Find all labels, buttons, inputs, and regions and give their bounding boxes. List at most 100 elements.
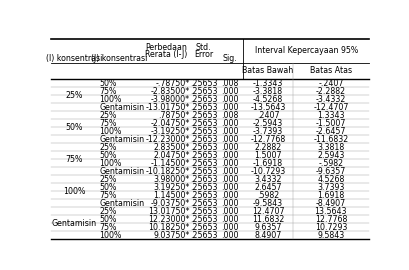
Text: 25%: 25% bbox=[99, 143, 116, 152]
Text: .008: .008 bbox=[221, 79, 238, 88]
Text: -1.6918: -1.6918 bbox=[252, 159, 283, 168]
Text: 50%: 50% bbox=[99, 151, 116, 160]
Text: Gentamisin: Gentamisin bbox=[99, 135, 144, 144]
Text: -3.7393: -3.7393 bbox=[252, 127, 283, 136]
Text: .000: .000 bbox=[221, 135, 238, 144]
Text: 2.2882: 2.2882 bbox=[254, 143, 281, 152]
Text: -1.5007: -1.5007 bbox=[315, 119, 345, 128]
Text: .25653: .25653 bbox=[189, 79, 217, 88]
Text: Gentamisin: Gentamisin bbox=[99, 199, 144, 208]
Text: -13.01750*: -13.01750* bbox=[145, 103, 189, 112]
Text: (I) konsentrasi: (I) konsentrasi bbox=[46, 55, 102, 63]
Text: 2.6457: 2.6457 bbox=[254, 183, 281, 192]
Text: .000: .000 bbox=[221, 207, 238, 216]
Text: -2.83500*: -2.83500* bbox=[150, 87, 189, 96]
Text: .000: .000 bbox=[221, 103, 238, 112]
Text: .000: .000 bbox=[221, 199, 238, 208]
Text: 25%: 25% bbox=[99, 175, 116, 184]
Text: 2.5943: 2.5943 bbox=[317, 151, 344, 160]
Text: -8.4907: -8.4907 bbox=[315, 199, 345, 208]
Text: 50%: 50% bbox=[65, 123, 83, 132]
Text: .25653: .25653 bbox=[189, 95, 217, 104]
Text: .25653: .25653 bbox=[189, 159, 217, 168]
Text: .25653: .25653 bbox=[189, 167, 217, 176]
Text: -11.6832: -11.6832 bbox=[312, 135, 348, 144]
Text: -4.5268: -4.5268 bbox=[252, 95, 283, 104]
Text: .000: .000 bbox=[221, 215, 238, 224]
Text: 25%: 25% bbox=[65, 91, 83, 100]
Text: -1.3343: -1.3343 bbox=[252, 79, 283, 88]
Text: .000: .000 bbox=[221, 119, 238, 128]
Text: 75%: 75% bbox=[99, 191, 116, 200]
Text: 9.03750*: 9.03750* bbox=[153, 231, 189, 240]
Text: .000: .000 bbox=[221, 223, 238, 232]
Text: .25653: .25653 bbox=[189, 191, 217, 200]
Text: .000: .000 bbox=[221, 151, 238, 160]
Text: 1.14500*: 1.14500* bbox=[153, 191, 189, 200]
Text: .25653: .25653 bbox=[189, 175, 217, 184]
Text: -2.2882: -2.2882 bbox=[315, 87, 345, 96]
Text: 25%: 25% bbox=[99, 207, 116, 216]
Text: 9.5843: 9.5843 bbox=[317, 231, 344, 240]
Text: 12.4707: 12.4707 bbox=[251, 207, 284, 216]
Text: -12.23000*: -12.23000* bbox=[145, 135, 189, 144]
Text: 25%: 25% bbox=[99, 111, 116, 120]
Text: 1.6918: 1.6918 bbox=[317, 191, 344, 200]
Text: 50%: 50% bbox=[99, 183, 116, 192]
Text: (J) konsentrasi: (J) konsentrasi bbox=[91, 55, 147, 63]
Text: -10.7293: -10.7293 bbox=[250, 167, 285, 176]
Text: .25653: .25653 bbox=[189, 127, 217, 136]
Text: 8.4907: 8.4907 bbox=[254, 231, 281, 240]
Text: 3.4332: 3.4332 bbox=[254, 175, 281, 184]
Text: 100%: 100% bbox=[99, 95, 121, 104]
Text: 3.19250*: 3.19250* bbox=[153, 183, 189, 192]
Text: .25653: .25653 bbox=[189, 223, 217, 232]
Text: -.5982: -.5982 bbox=[317, 159, 343, 168]
Text: Error: Error bbox=[194, 50, 213, 59]
Text: -3.19250*: -3.19250* bbox=[150, 127, 189, 136]
Text: 100%: 100% bbox=[99, 231, 121, 240]
Text: .25653: .25653 bbox=[189, 119, 217, 128]
Text: Interval Kepercayaan 95%: Interval Kepercayaan 95% bbox=[254, 46, 357, 55]
Text: 75%: 75% bbox=[99, 119, 116, 128]
Text: -3.3818: -3.3818 bbox=[252, 87, 283, 96]
Text: .5982: .5982 bbox=[256, 191, 279, 200]
Text: .000: .000 bbox=[221, 191, 238, 200]
Text: .25653: .25653 bbox=[189, 151, 217, 160]
Text: -12.4707: -12.4707 bbox=[312, 103, 348, 112]
Text: 12.23000*: 12.23000* bbox=[148, 215, 189, 224]
Text: .2407: .2407 bbox=[256, 111, 279, 120]
Text: .25653: .25653 bbox=[189, 199, 217, 208]
Text: 2.83500*: 2.83500* bbox=[153, 143, 189, 152]
Text: .78750*: .78750* bbox=[158, 111, 189, 120]
Text: .000: .000 bbox=[221, 143, 238, 152]
Text: -3.98000*: -3.98000* bbox=[150, 95, 189, 104]
Text: 12.7768: 12.7768 bbox=[314, 215, 346, 224]
Text: 2.04750*: 2.04750* bbox=[153, 151, 189, 160]
Text: .25653: .25653 bbox=[189, 135, 217, 144]
Text: 50%: 50% bbox=[99, 79, 116, 88]
Text: -10.18250*: -10.18250* bbox=[145, 167, 189, 176]
Text: .000: .000 bbox=[221, 159, 238, 168]
Text: .008: .008 bbox=[221, 111, 238, 120]
Text: Perbedaan: Perbedaan bbox=[145, 43, 187, 52]
Text: -1.14500*: -1.14500* bbox=[150, 159, 189, 168]
Text: 75%: 75% bbox=[65, 155, 83, 164]
Text: -2.6457: -2.6457 bbox=[315, 127, 345, 136]
Text: .000: .000 bbox=[221, 167, 238, 176]
Text: .25653: .25653 bbox=[189, 183, 217, 192]
Text: Gentamisin: Gentamisin bbox=[99, 167, 144, 176]
Text: Std.: Std. bbox=[196, 43, 211, 52]
Text: 3.7393: 3.7393 bbox=[317, 183, 344, 192]
Text: -13.5643: -13.5643 bbox=[250, 103, 285, 112]
Text: .25653: .25653 bbox=[189, 207, 217, 216]
Text: .000: .000 bbox=[221, 231, 238, 240]
Text: .25653: .25653 bbox=[189, 87, 217, 96]
Text: 13.01750*: 13.01750* bbox=[148, 207, 189, 216]
Text: 10.7293: 10.7293 bbox=[314, 223, 346, 232]
Text: -.2407: -.2407 bbox=[317, 79, 343, 88]
Text: 3.3818: 3.3818 bbox=[317, 143, 344, 152]
Text: -9.6357: -9.6357 bbox=[315, 167, 345, 176]
Text: -12.7768: -12.7768 bbox=[250, 135, 285, 144]
Text: 100%: 100% bbox=[63, 187, 85, 196]
